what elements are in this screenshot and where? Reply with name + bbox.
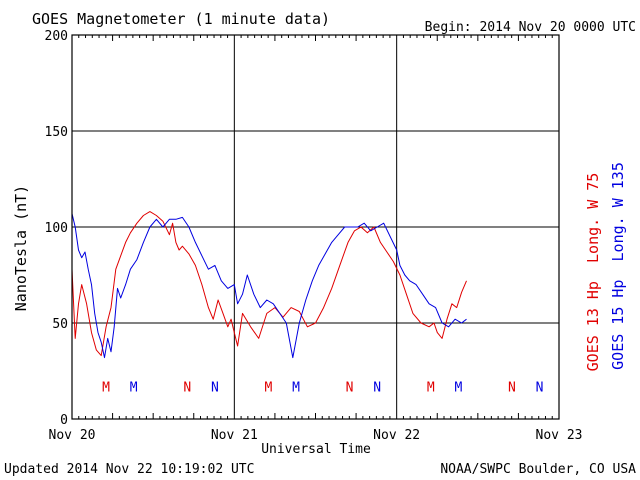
y-tick-label: 50 bbox=[52, 317, 68, 332]
credit-text: NOAA/SWPC Boulder, CO USA bbox=[440, 462, 636, 477]
y-tick-label: 200 bbox=[45, 29, 68, 44]
grid bbox=[71, 34, 560, 420]
y-tick-label: 0 bbox=[60, 413, 68, 428]
x-tick-label: Nov 23 bbox=[536, 428, 583, 443]
y-tick-labels: 0 50 100 150 200 bbox=[45, 29, 68, 428]
marker-goes15-N: N bbox=[211, 380, 219, 395]
y-axis-label: NanoTesla (nT) bbox=[12, 185, 30, 311]
marker-goes13-N: N bbox=[346, 380, 354, 395]
legend-goes15: GOES 15 Hp Long. W 135 bbox=[609, 162, 627, 370]
marker-goes13-N: N bbox=[183, 380, 191, 395]
marker-goes13-N: N bbox=[508, 380, 516, 395]
x-tick-label: Nov 22 bbox=[373, 428, 420, 443]
x-axis-label: Universal Time bbox=[261, 442, 371, 457]
series-lines bbox=[71, 211, 467, 359]
y-tick-label: 150 bbox=[45, 125, 68, 140]
series-line-goes13 bbox=[71, 211, 467, 357]
marker-goes15-M: M bbox=[130, 380, 138, 395]
marker-goes13-M: M bbox=[265, 380, 273, 395]
marker-goes15-N: N bbox=[536, 380, 544, 395]
marker-goes15-M: M bbox=[454, 380, 462, 395]
marker-goes15-N: N bbox=[373, 380, 381, 395]
series-line-goes15 bbox=[71, 213, 467, 359]
x-tick-label: Nov 20 bbox=[49, 428, 96, 443]
marker-goes15-M: M bbox=[292, 380, 300, 395]
begin-time: Begin: 2014 Nov 20 0000 UTC bbox=[425, 20, 636, 35]
marker-goes13-M: M bbox=[427, 380, 435, 395]
chart-title: GOES Magnetometer (1 minute data) bbox=[32, 10, 330, 28]
updated-time: Updated 2014 Nov 22 10:19:02 UTC bbox=[4, 462, 254, 477]
y-tick-label: 100 bbox=[45, 221, 68, 236]
mn-markers: M N M N M NM N M N M N bbox=[102, 380, 543, 395]
plot-frame bbox=[71, 34, 560, 420]
legend-goes13: GOES 13 Hp Long. W 75 bbox=[584, 173, 602, 372]
x-tick-labels: Nov 20 Nov 21 Nov 22 Nov 23 bbox=[49, 428, 583, 443]
marker-goes13-M: M bbox=[102, 380, 110, 395]
x-tick-label: Nov 21 bbox=[211, 428, 258, 443]
